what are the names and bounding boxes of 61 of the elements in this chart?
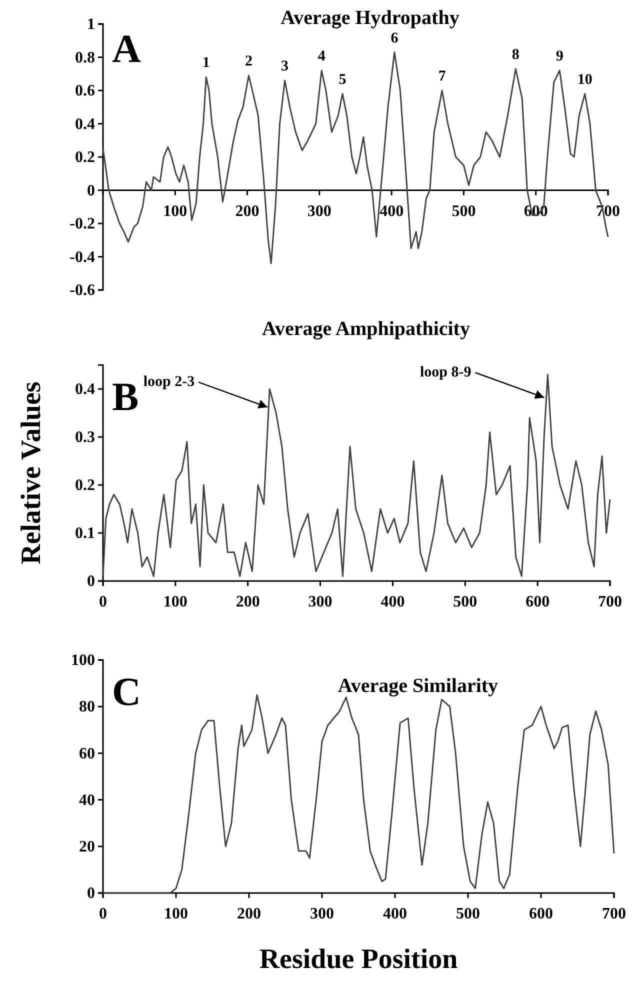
annotation: 2 <box>244 54 252 70</box>
annotation: 4 <box>318 48 326 65</box>
y-tick-label: 1 <box>87 16 95 34</box>
annotation: 6 <box>390 30 399 46</box>
x-tick-label: 100 <box>163 202 188 220</box>
annotation: 9 <box>556 48 564 65</box>
x-tick-label: 500 <box>456 906 480 923</box>
y-tick-label: 0 <box>87 885 95 902</box>
annotation: 8 <box>512 46 520 63</box>
annotation: B <box>112 374 139 419</box>
y-tick-label: 0.2 <box>75 477 95 494</box>
x-tick-label: 700 <box>602 906 626 923</box>
x-tick-label: 300 <box>308 594 332 611</box>
annotation: 3 <box>281 58 289 75</box>
x-tick-label: 100 <box>164 906 188 923</box>
chart-title: Average Amphipathicity <box>262 318 470 340</box>
x-tick-label: 400 <box>383 906 407 923</box>
y-tick-label: 0.1 <box>75 525 95 542</box>
x-tick-label: 200 <box>237 906 261 923</box>
y-tick-label: 0.4 <box>75 381 95 398</box>
y-tick-label: 60 <box>79 745 95 762</box>
y-tick-label: -0.4 <box>70 248 95 266</box>
y-tick-label: 0.4 <box>75 116 95 133</box>
y-tick-label: 0 <box>87 182 95 200</box>
annotation: C <box>112 669 141 714</box>
x-tick-label: 0 <box>99 906 107 923</box>
y-tick-label: 0.6 <box>75 82 95 100</box>
text: Average Similarity <box>338 675 498 697</box>
x-tick-label: 200 <box>236 594 260 611</box>
y-tick-label: 0.2 <box>75 149 95 166</box>
x-tick-label: 300 <box>307 202 332 220</box>
x-tick-label: 100 <box>163 594 188 611</box>
x-tick-label: 300 <box>310 906 334 923</box>
y-tick-label: 40 <box>79 792 95 809</box>
x-tick-label: 500 <box>453 594 478 611</box>
x-tick-label: 600 <box>526 594 550 611</box>
y-tick-label: 100 <box>71 652 95 670</box>
x-tick-label: 400 <box>380 202 404 220</box>
y-tick-label: 80 <box>79 698 95 716</box>
y-tick-label: -0.6 <box>70 282 95 300</box>
annotation: 1 <box>202 55 210 72</box>
annotation: loop 2-3 <box>143 374 195 390</box>
x-tick-label: 200 <box>235 202 260 220</box>
annotation: 7 <box>438 68 446 84</box>
y-tick-label: 0.8 <box>75 49 95 66</box>
annotation: A <box>112 26 141 71</box>
x-axis-title: Residue Position <box>259 944 458 975</box>
x-tick-label: 500 <box>452 202 476 220</box>
x-tick-label: 600 <box>529 906 553 923</box>
y-tick-label: -0.2 <box>70 216 95 233</box>
x-tick-label: 0 <box>99 594 107 611</box>
x-tick-label: 400 <box>380 594 405 611</box>
y-axis-title: Relative Values <box>16 382 47 564</box>
y-tick-label: 0.3 <box>75 429 95 446</box>
annotation: 10 <box>577 72 592 88</box>
chart-title: Average Hydropathy <box>280 7 460 29</box>
y-tick-label: 20 <box>79 838 95 856</box>
y-tick-label: 0 <box>87 573 95 590</box>
annotation: loop 8-9 <box>420 364 472 381</box>
x-tick-label: 700 <box>598 594 622 611</box>
annotation: 5 <box>338 72 346 88</box>
